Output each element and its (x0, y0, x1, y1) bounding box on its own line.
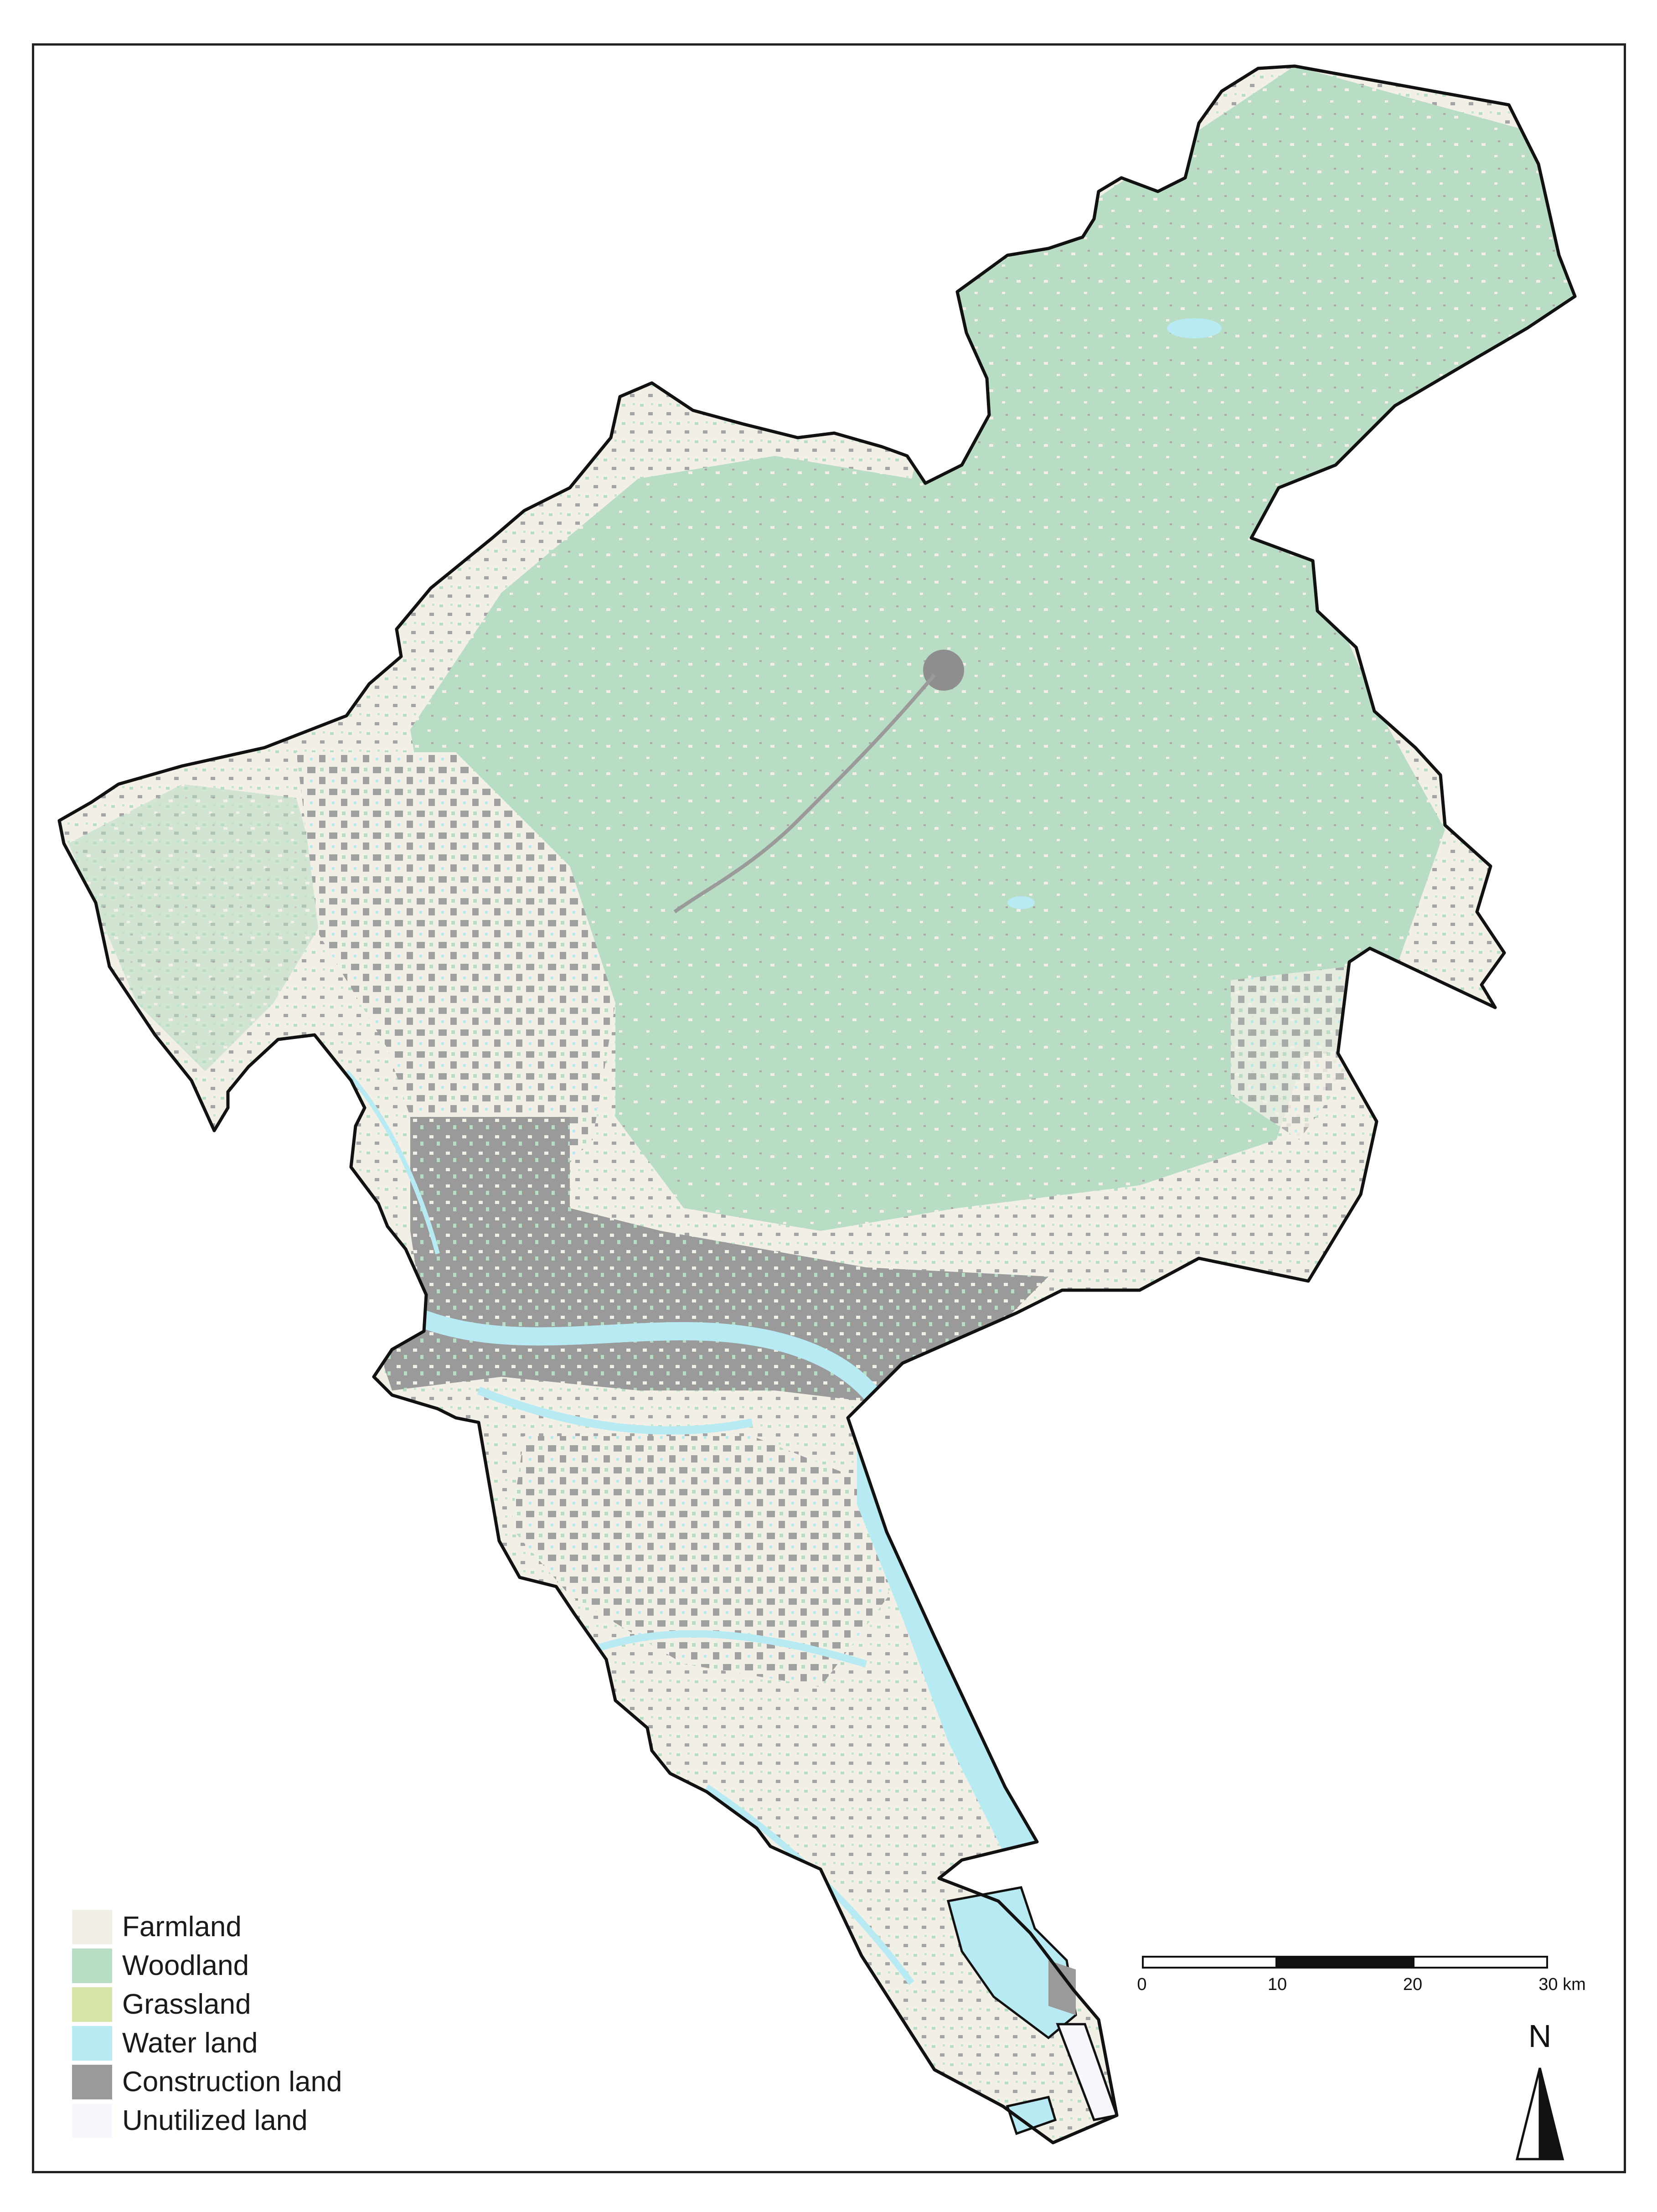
scale-tick-0: 0 (1137, 1975, 1147, 1994)
legend-swatch (72, 2103, 112, 2138)
legend-item: Woodland (72, 1946, 342, 1985)
north-arrow: N (1512, 2018, 1567, 2164)
scale-bar: 0 10 20 30 km (1137, 1956, 1586, 2010)
legend-label: Woodland (122, 1949, 249, 1981)
scale-segment-1 (1142, 1956, 1277, 1969)
scale-tick-10: 10 (1267, 1975, 1287, 1994)
scale-tick-20: 20 (1403, 1975, 1423, 1994)
river-branch (345, 1070, 440, 1255)
legend-label: Grassland (122, 1988, 251, 2020)
island-south (1006, 2096, 1057, 2135)
legend-item: Farmland (72, 1907, 342, 1946)
legend-item: Water land (72, 2024, 342, 2062)
legend-item: Unutilized land (72, 2101, 342, 2140)
legend-label: Water land (122, 2027, 258, 2059)
road-corridor (673, 673, 936, 914)
lake (1007, 896, 1035, 909)
construction-area-town (923, 650, 964, 691)
lake (1167, 318, 1222, 338)
construction-area-south (511, 1436, 889, 1687)
legend-item: Construction land (72, 2062, 342, 2101)
construction-area-east (1231, 966, 1349, 1140)
scale-tick-30: 30 km (1538, 1975, 1586, 1994)
legend-swatch (72, 1909, 112, 1944)
legend-swatch (72, 2064, 112, 2099)
woodland-area-central (615, 752, 1322, 1231)
scale-segment-2 (1277, 1956, 1413, 1969)
map-frame (32, 43, 1626, 2173)
legend-swatch (72, 1987, 112, 2022)
north-arrow-icon (1515, 2067, 1564, 2160)
woodland-area-west (68, 784, 328, 1071)
north-label: N (1528, 2018, 1552, 2054)
island-construction (1048, 1960, 1076, 2015)
legend-item: Grassland (72, 1985, 342, 2024)
scale-segment-3 (1413, 1956, 1548, 1969)
river-branch (477, 1386, 753, 1435)
southern-islands (946, 1886, 1119, 2135)
legend-label: Construction land (122, 2066, 342, 2098)
legend-swatch (72, 2026, 112, 2061)
legend-swatch (72, 1948, 112, 1983)
legend-label: Unutilized land (122, 2104, 308, 2136)
legend: Farmland Woodland Grassland Water land Const… (72, 1907, 342, 2140)
legend-label: Farmland (122, 1911, 242, 1943)
construction-area-northwest (296, 752, 615, 1231)
